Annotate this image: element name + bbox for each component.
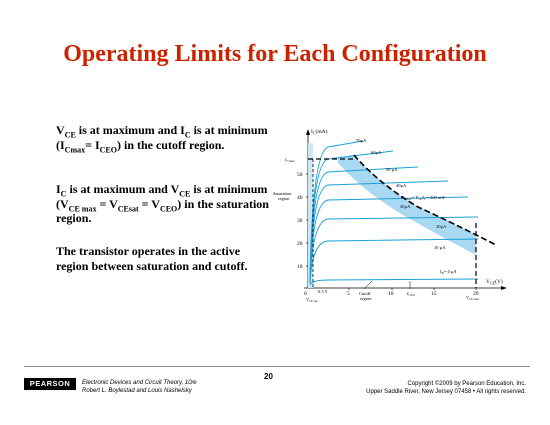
copyright-notice: Copyright ©2009 by Pearson Education, In… bbox=[366, 380, 526, 396]
y-tick-50: 50 bbox=[297, 172, 303, 178]
active-region-fill bbox=[338, 155, 476, 255]
icmax-label: ICmax bbox=[284, 157, 295, 163]
curve-label-40: 40µA bbox=[396, 183, 407, 188]
pearson-logo: PEARSON bbox=[24, 378, 76, 390]
page-number: 20 bbox=[264, 372, 273, 381]
x-axis-arrow bbox=[501, 286, 507, 290]
vcemax-label: VCE max bbox=[466, 295, 480, 301]
x-axis-label: VCE(V) bbox=[486, 278, 503, 286]
x-tick-15: 15 bbox=[431, 291, 437, 297]
x-tick-0: 0 bbox=[304, 291, 307, 297]
x-tick-20: 20 bbox=[473, 291, 479, 297]
book-authors: Robert L. Boylestad and Louis Nashelsky bbox=[82, 388, 192, 394]
saturation-band bbox=[308, 143, 313, 288]
y-tick-10: 10 bbox=[297, 264, 303, 270]
curve-label-30: 30µA bbox=[400, 204, 411, 209]
curve-label-10: 10 µA bbox=[434, 245, 446, 250]
y-tick-20: 20 bbox=[297, 241, 303, 247]
iceo-label: ICEO bbox=[406, 291, 416, 297]
pcmax-dashed-curve bbox=[353, 154, 497, 246]
y-axis-arrow bbox=[306, 129, 310, 135]
paragraph-cutoff: VCE is at maximum and IC is at minimum (… bbox=[56, 123, 268, 154]
curve-label-70: 70µA bbox=[356, 138, 367, 143]
curve-10ua bbox=[309, 238, 479, 284]
x-tick-10: 10 bbox=[388, 291, 394, 297]
address-line: Upper Saddle River, New Jersey 07458 • A… bbox=[366, 389, 526, 395]
copyright-line: Copyright ©2009 by Pearson Education, In… bbox=[407, 381, 527, 387]
slide-title: Operating Limits for Each Configuration bbox=[63, 41, 487, 67]
curve-label-0: IB= 0 µA bbox=[439, 269, 457, 275]
paragraph-active-region: The transistor operates in the active re… bbox=[56, 244, 248, 273]
curve-label-60: 60µA bbox=[371, 150, 382, 155]
cutoff-region-label-2: region bbox=[360, 296, 372, 301]
vcesat-label: VCE sat bbox=[306, 297, 317, 303]
book-credits: Electronic Devices and Circuit Theory, 1… bbox=[82, 379, 197, 395]
saturation-region-label-2: region bbox=[278, 196, 290, 201]
paragraph-saturation: IC is at maximum and VCE is at minimum (… bbox=[56, 182, 269, 225]
footer-rule bbox=[24, 366, 530, 367]
x-tick-5: 5 bbox=[347, 291, 350, 297]
y-tick-40: 40 bbox=[297, 195, 303, 201]
curve-0ua bbox=[309, 278, 479, 286]
cutoff-pointer bbox=[363, 280, 373, 290]
y-tick-30: 30 bbox=[297, 218, 303, 224]
sat-voltage-label: 0.3 V bbox=[318, 289, 329, 294]
pcmax-label: PCmax= VCEIC= 300 mW bbox=[400, 195, 446, 201]
book-title: Electronic Devices and Circuit Theory, 1… bbox=[82, 380, 197, 386]
saturation-region-label: Saturation bbox=[273, 191, 292, 196]
curve-label-50: 50 µA bbox=[386, 167, 398, 172]
characteristics-graph: IC(mA) VCE(V) 10 20 30 40 50 0 5 10 15 2… bbox=[273, 128, 507, 303]
curve-label-20: 20µA bbox=[436, 224, 447, 229]
y-axis-label: IC(mA) bbox=[311, 128, 328, 136]
cutoff-region-label: Cutoff bbox=[359, 291, 371, 296]
